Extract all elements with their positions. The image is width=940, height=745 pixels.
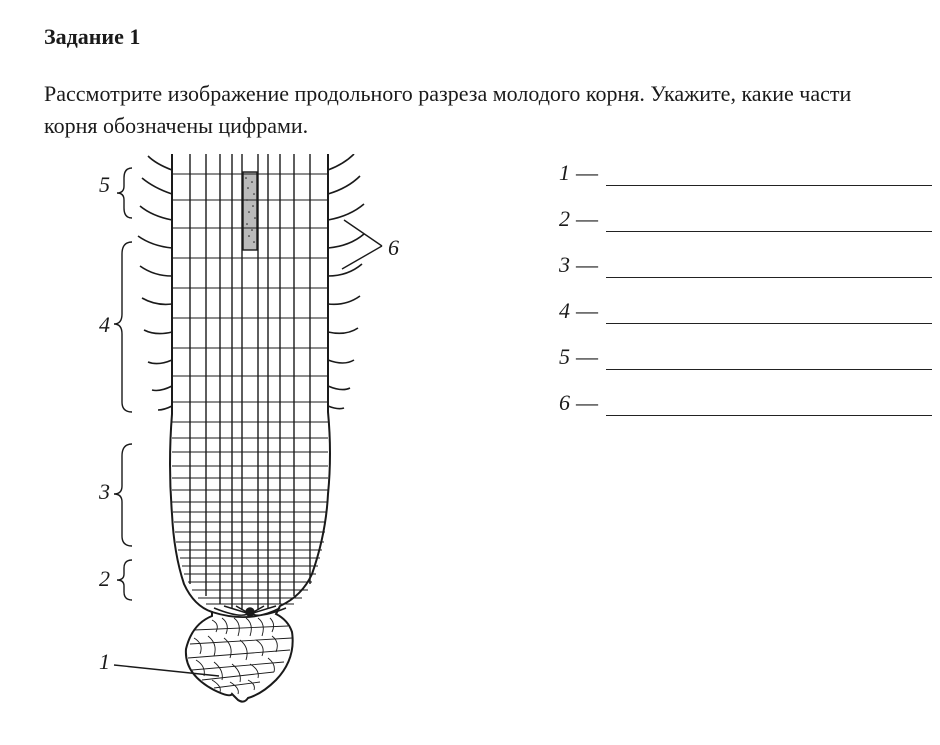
content-area: 5 4 3 2 1 6: [44, 154, 896, 714]
zone-label-4: 4: [99, 312, 110, 338]
task-instruction: Рассмотрите изображение продольного разр…: [44, 78, 896, 142]
answer-row: 5 —: [552, 344, 932, 370]
answer-num: 2: [552, 206, 570, 232]
task-title: Задание 1: [44, 24, 896, 50]
answer-num: 5: [552, 344, 570, 370]
dash: —: [576, 206, 598, 232]
answer-num: 1: [552, 160, 570, 186]
answer-blank[interactable]: [606, 349, 932, 370]
answer-num: 6: [552, 390, 570, 416]
answer-lines: 1 — 2 — 3 — 4 — 5 —: [552, 160, 932, 436]
dash: —: [576, 298, 598, 324]
answer-blank[interactable]: [606, 257, 932, 278]
dash: —: [576, 252, 598, 278]
answer-num: 3: [552, 252, 570, 278]
callout-label-6: 6: [388, 235, 399, 261]
answer-row: 1 —: [552, 160, 932, 186]
answer-row: 2 —: [552, 206, 932, 232]
zone-label-3: 3: [99, 479, 110, 505]
answer-row: 6 —: [552, 390, 932, 416]
root-diagram: 5 4 3 2 1 6: [44, 154, 474, 714]
dash: —: [576, 344, 598, 370]
answer-num: 4: [552, 298, 570, 324]
answer-row: 4 —: [552, 298, 932, 324]
answer-blank[interactable]: [606, 395, 932, 416]
dash: —: [576, 390, 598, 416]
zone-label-1: 1: [99, 649, 110, 675]
root-svg: [44, 154, 474, 714]
dash: —: [576, 160, 598, 186]
zone-label-5: 5: [99, 172, 110, 198]
answer-blank[interactable]: [606, 303, 932, 324]
answer-row: 3 —: [552, 252, 932, 278]
answer-blank[interactable]: [606, 165, 932, 186]
worksheet-page: Задание 1 Рассмотрите изображение продол…: [0, 0, 940, 745]
zone-label-2: 2: [99, 566, 110, 592]
answer-blank[interactable]: [606, 211, 932, 232]
